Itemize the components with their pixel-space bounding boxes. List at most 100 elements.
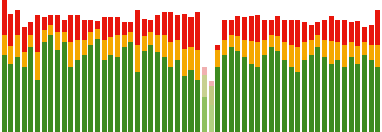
Bar xyxy=(249,16,254,41)
Bar xyxy=(228,20,233,35)
Bar xyxy=(122,47,127,132)
Bar xyxy=(255,67,260,132)
Bar xyxy=(329,41,334,63)
Bar xyxy=(42,30,47,42)
Bar xyxy=(128,22,133,32)
Bar xyxy=(209,86,214,105)
Bar xyxy=(108,55,113,132)
Bar xyxy=(128,42,133,132)
Bar xyxy=(335,42,340,60)
Bar xyxy=(135,72,140,132)
Bar xyxy=(108,17,113,37)
Bar xyxy=(122,22,127,35)
Bar xyxy=(168,12,173,42)
Bar xyxy=(282,42,287,60)
Bar xyxy=(75,60,80,132)
Bar xyxy=(95,21,100,29)
Bar xyxy=(102,60,107,132)
Bar xyxy=(255,42,260,67)
Bar xyxy=(262,40,267,55)
Bar xyxy=(55,32,60,50)
Bar xyxy=(362,27,367,42)
Bar xyxy=(162,12,167,35)
Bar xyxy=(115,35,120,57)
Bar xyxy=(255,15,260,42)
Bar xyxy=(8,63,13,132)
Bar xyxy=(235,36,240,51)
Bar xyxy=(115,17,120,35)
Bar xyxy=(62,20,66,32)
Bar xyxy=(349,22,354,42)
Bar xyxy=(21,27,26,52)
Bar xyxy=(309,55,314,132)
Bar xyxy=(182,49,187,76)
Bar xyxy=(362,42,367,55)
Bar xyxy=(175,15,180,40)
Bar xyxy=(142,19,147,36)
Bar xyxy=(316,35,320,47)
Bar xyxy=(249,63,254,132)
Bar xyxy=(262,55,267,132)
Bar xyxy=(162,35,167,57)
Bar xyxy=(162,57,167,132)
Bar xyxy=(369,25,374,45)
Bar xyxy=(369,45,374,60)
Bar xyxy=(102,40,107,60)
Bar xyxy=(235,51,240,132)
Bar xyxy=(15,35,20,57)
Bar xyxy=(8,14,13,46)
Bar xyxy=(289,67,294,132)
Bar xyxy=(82,55,87,132)
Bar xyxy=(115,57,120,132)
Bar xyxy=(335,20,340,42)
Bar xyxy=(35,52,40,80)
Bar xyxy=(142,36,147,51)
Bar xyxy=(188,17,194,47)
Bar xyxy=(289,20,294,45)
Bar xyxy=(342,45,347,67)
Bar xyxy=(62,42,66,132)
Bar xyxy=(95,29,100,39)
Bar xyxy=(35,80,40,132)
Bar xyxy=(48,35,53,132)
Bar xyxy=(275,51,280,132)
Bar xyxy=(356,46,361,63)
Bar xyxy=(188,70,194,132)
Bar xyxy=(68,67,73,132)
Bar xyxy=(295,47,300,72)
Bar xyxy=(309,40,314,55)
Bar xyxy=(235,16,240,36)
Bar xyxy=(228,47,233,132)
Bar xyxy=(142,51,147,132)
Bar xyxy=(55,15,60,32)
Bar xyxy=(68,42,73,67)
Bar xyxy=(249,41,254,63)
Bar xyxy=(302,42,307,60)
Bar xyxy=(376,45,380,67)
Bar xyxy=(195,50,200,80)
Bar xyxy=(302,22,307,42)
Bar xyxy=(376,67,380,132)
Bar xyxy=(269,47,274,132)
Bar xyxy=(269,35,274,47)
Bar xyxy=(316,47,320,132)
Bar xyxy=(242,57,247,132)
Bar xyxy=(108,37,113,55)
Bar xyxy=(48,15,53,25)
Bar xyxy=(155,35,160,52)
Bar xyxy=(289,45,294,67)
Bar xyxy=(369,60,374,132)
Bar xyxy=(316,22,320,35)
Bar xyxy=(188,47,194,70)
Bar xyxy=(282,20,287,42)
Bar xyxy=(21,52,26,67)
Bar xyxy=(322,57,327,132)
Bar xyxy=(135,45,140,72)
Bar xyxy=(202,75,207,97)
Bar xyxy=(295,20,300,47)
Bar xyxy=(168,67,173,132)
Bar xyxy=(15,10,20,35)
Bar xyxy=(202,97,207,132)
Bar xyxy=(282,60,287,132)
Bar xyxy=(228,35,233,47)
